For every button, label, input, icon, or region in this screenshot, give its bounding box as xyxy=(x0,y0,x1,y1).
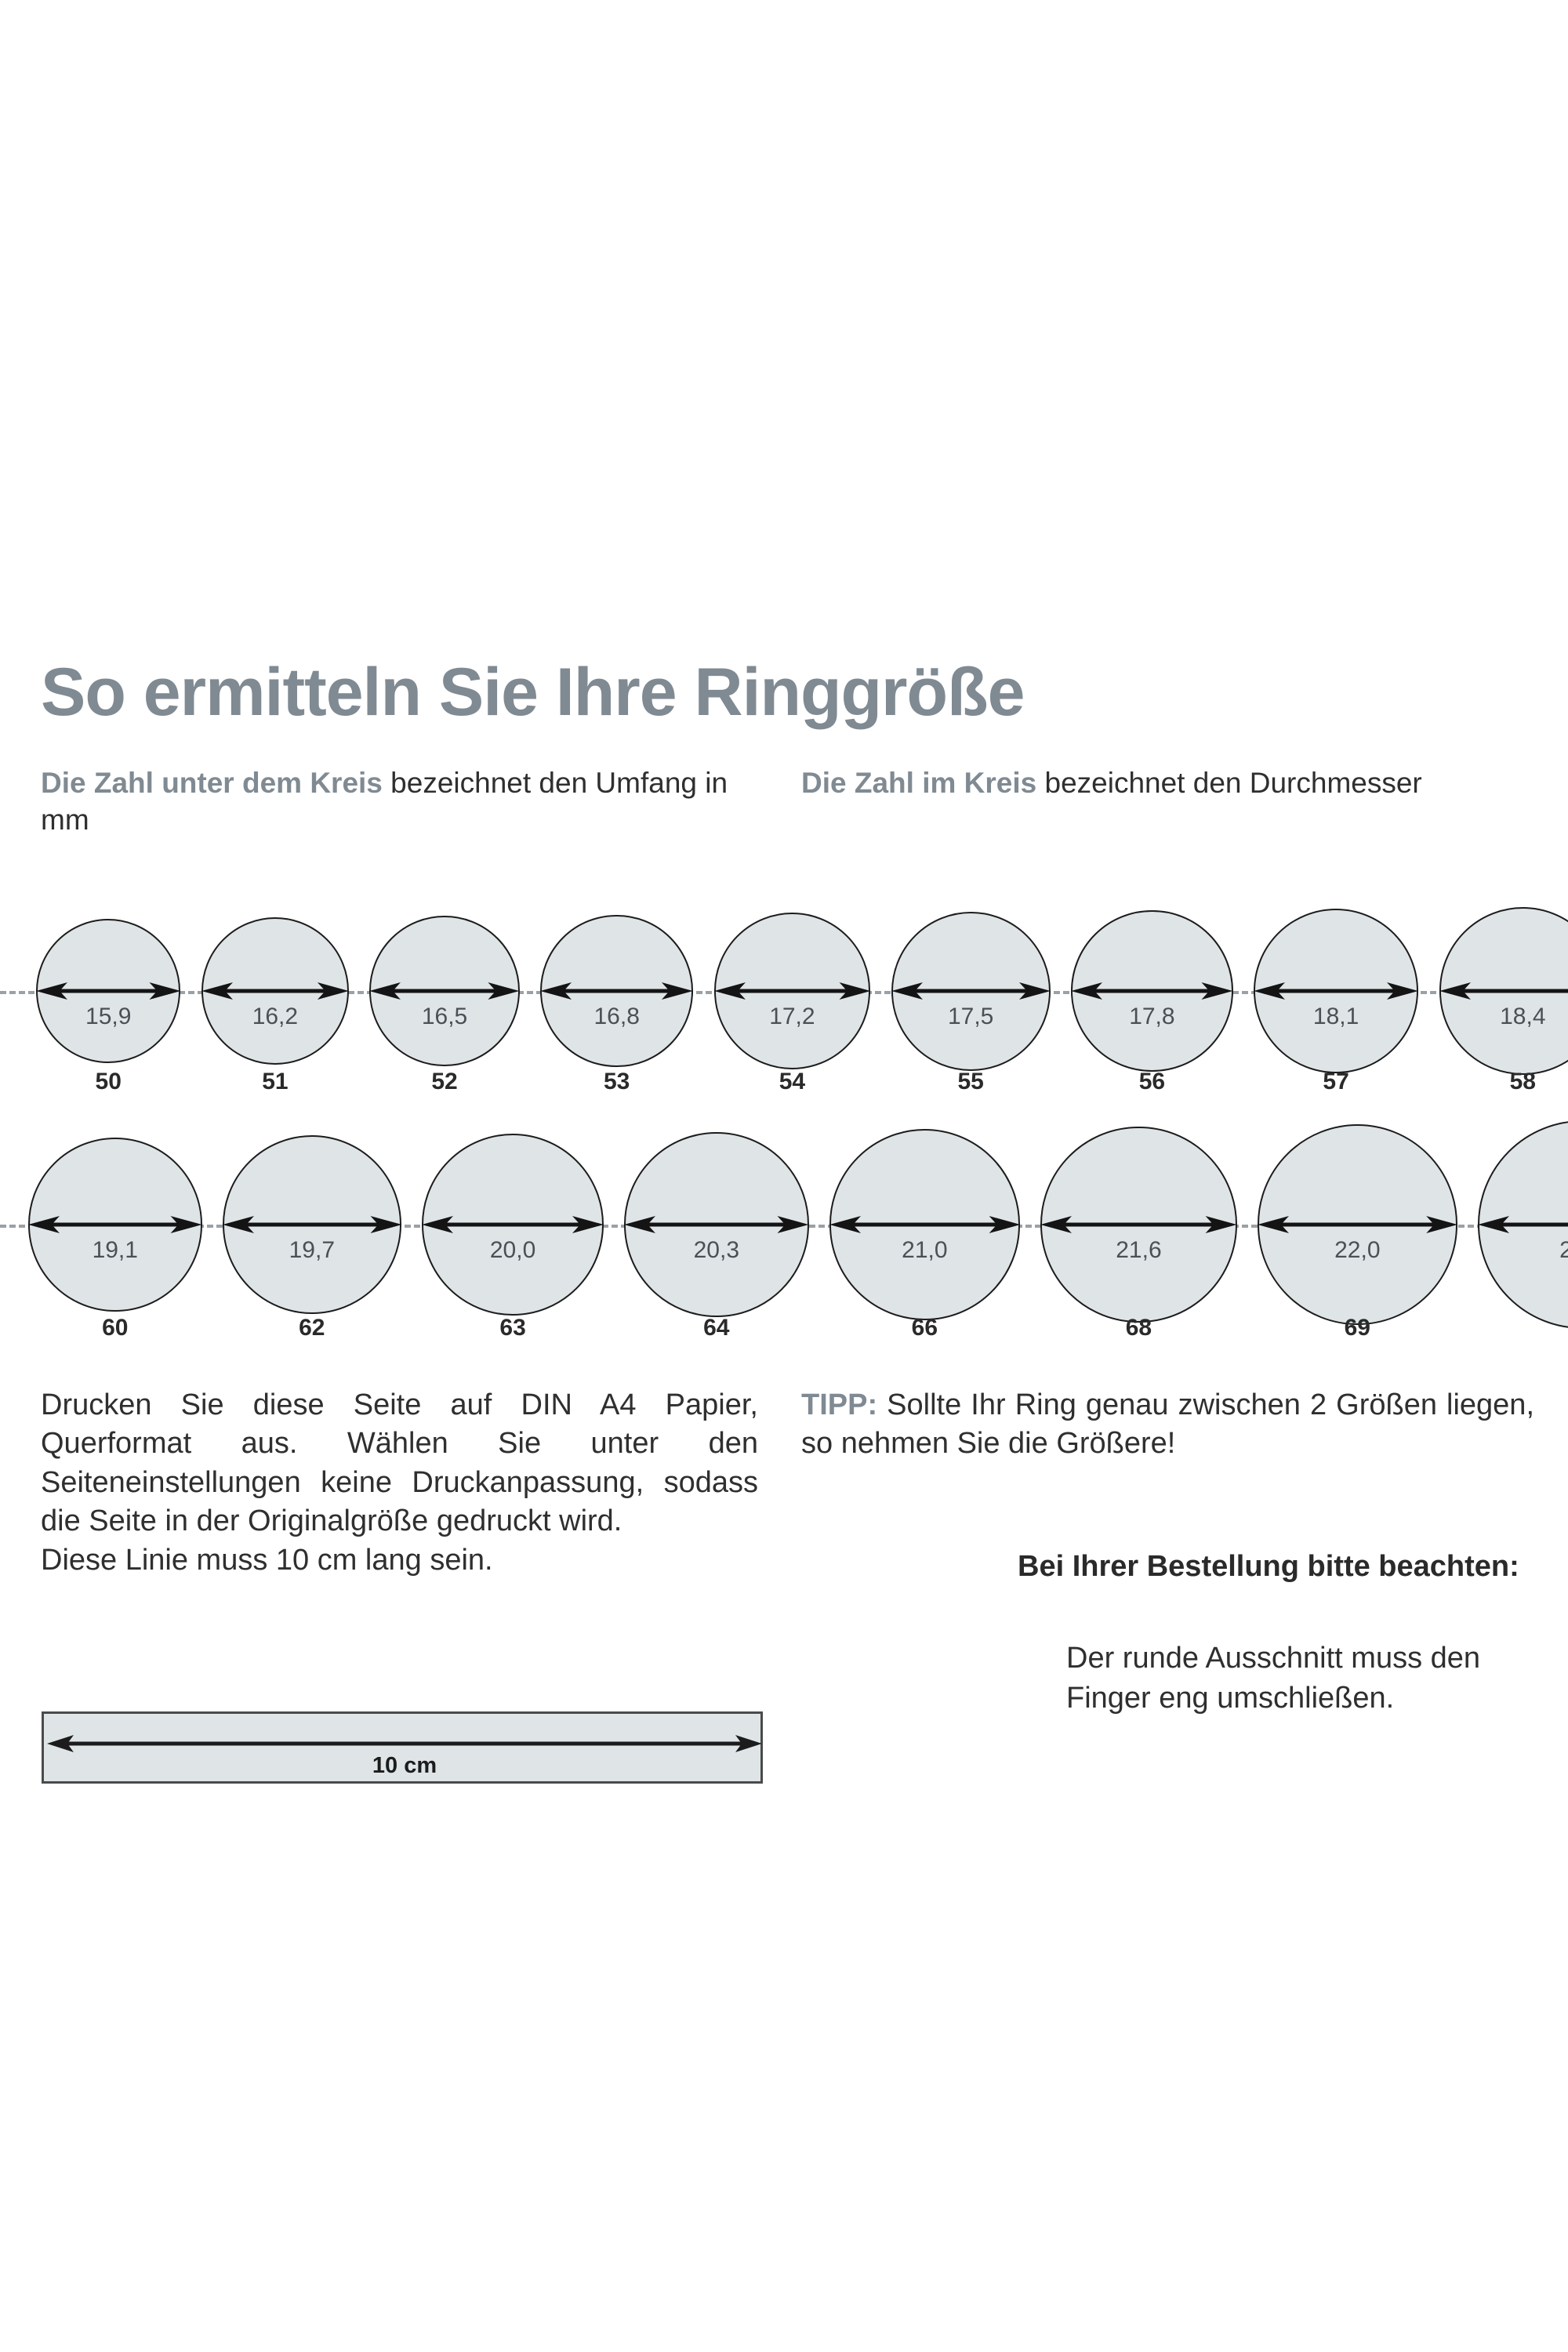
ring-size-label: 55 xyxy=(957,1069,984,1094)
ring-row-bottom: 19,1 60 19,7 62 20,0 63 20,3 64 21,0 66 21,6 68 22,0… xyxy=(0,1120,1568,1358)
ring-diameter-label: 17,2 xyxy=(769,1004,815,1029)
print-instructions-text: Drucken Sie diese Seite auf DIN A4 Papie… xyxy=(41,1388,758,1538)
ring-circle xyxy=(1439,907,1568,1075)
ring-diameter-label: 16,8 xyxy=(593,1004,640,1029)
ring-circle xyxy=(201,917,349,1065)
ring-diameter-label: 20,3 xyxy=(693,1237,739,1263)
ring-size-label: 53 xyxy=(604,1069,630,1094)
ring-diameter-label: 22,0 xyxy=(1334,1237,1381,1263)
ring-size-label: 60 xyxy=(102,1315,129,1341)
ring-diameter-label: 16,2 xyxy=(252,1004,299,1029)
ring-diameter-label: 16,5 xyxy=(421,1004,468,1029)
ring-size-label: 64 xyxy=(703,1315,730,1341)
intro-right-rest: bezeichnet den Durchmesser xyxy=(1036,767,1422,799)
ring-size-label: 57 xyxy=(1323,1069,1349,1094)
double-headed-arrow-icon xyxy=(47,1734,762,1753)
ring-diameter-label: 17,8 xyxy=(1129,1004,1175,1029)
ring-diameter-label: 21,6 xyxy=(1116,1237,1162,1263)
ring-size-label: 69 xyxy=(1344,1315,1370,1341)
ring-diameter-label: 21,0 xyxy=(902,1237,948,1263)
print-instructions: Drucken Sie diese Seite auf DIN A4 Papie… xyxy=(41,1386,758,1580)
ring-size-label: 54 xyxy=(779,1069,806,1094)
ring-circle xyxy=(829,1129,1021,1320)
ring-size-label: 68 xyxy=(1125,1315,1152,1341)
order-note-heading: Bei Ihrer Bestellung bitte beachten: xyxy=(1018,1550,1519,1583)
ring-size-label: 56 xyxy=(1138,1069,1166,1094)
order-note-text: Der runde Ausschnitt muss den Finger eng… xyxy=(1066,1642,1481,1715)
ring-circle xyxy=(540,914,694,1068)
ring-size-label: 58 xyxy=(1509,1069,1536,1094)
ring-diameter-label: 20,0 xyxy=(489,1237,536,1263)
intro-text-circumference: Die Zahl unter dem Kreis bezeichnet den … xyxy=(41,764,754,839)
ring-diameter-label: 18,1 xyxy=(1312,1004,1359,1029)
ring-size-label: 52 xyxy=(431,1069,458,1094)
ring-size-label: 62 xyxy=(299,1315,325,1341)
ring-circle xyxy=(891,911,1051,1071)
ring-diameter-label: 15,9 xyxy=(85,1004,132,1029)
ring-diameter-label: 17,5 xyxy=(947,1004,994,1029)
ring-diameter-label: 23,0 xyxy=(1559,1237,1568,1263)
ring-size-label: 66 xyxy=(911,1315,938,1341)
ring-row-top: 15,9 50 16,2 51 16,5 52 16,8 53 17,2 54 17,5 55 17,8… xyxy=(0,902,1568,1105)
tip-label: TIPP: xyxy=(801,1388,878,1421)
ten-cm-reference-bar: 10 cm xyxy=(42,1711,763,1784)
ring-circle xyxy=(222,1134,402,1315)
ring-circle xyxy=(1257,1124,1457,1325)
ring-size-label: 63 xyxy=(499,1315,526,1341)
page-title: So ermitteln Sie Ihre Ringgröße xyxy=(41,654,1025,730)
intro-left-lead: Die Zahl unter dem Kreis xyxy=(41,767,383,799)
ring-circle xyxy=(422,1134,604,1316)
ring-circle xyxy=(713,913,871,1069)
ring-circle xyxy=(36,918,181,1064)
ring-diameter-label: 19,7 xyxy=(289,1237,335,1263)
intro-left-rest: bezeichnet den Umfang in mm xyxy=(41,767,728,837)
ring-circle xyxy=(28,1138,202,1312)
ring-size-label: 51 xyxy=(262,1069,289,1094)
ring-circle xyxy=(1254,909,1419,1073)
ring-circle xyxy=(1040,1126,1237,1323)
intro-right-lead: Die Zahl im Kreis xyxy=(801,767,1037,799)
ring-circle xyxy=(369,916,520,1066)
ring-circle xyxy=(1477,1120,1568,1330)
ruler-label: 10 cm xyxy=(372,1753,437,1778)
tip-text: Sollte Ihr Ring genau zwischen 2 Größen … xyxy=(801,1388,1534,1461)
ring-diameter-label: 18,4 xyxy=(1500,1004,1546,1029)
ring-circle xyxy=(624,1132,809,1317)
ring-circle xyxy=(1071,909,1233,1073)
ring-size-label: 50 xyxy=(95,1069,122,1094)
intro-text-diameter: Die Zahl im Kreis bezeichnet den Durchme… xyxy=(801,764,1530,801)
print-instructions-line-note: Diese Linie muss 10 cm lang sein. xyxy=(41,1543,493,1577)
ring-diameter-label: 19,1 xyxy=(92,1237,138,1263)
tip-block: TIPP: Sollte Ihr Ring genau zwischen 2 G… xyxy=(801,1386,1534,1464)
ring-size-label: 72 xyxy=(1519,1315,1568,1341)
